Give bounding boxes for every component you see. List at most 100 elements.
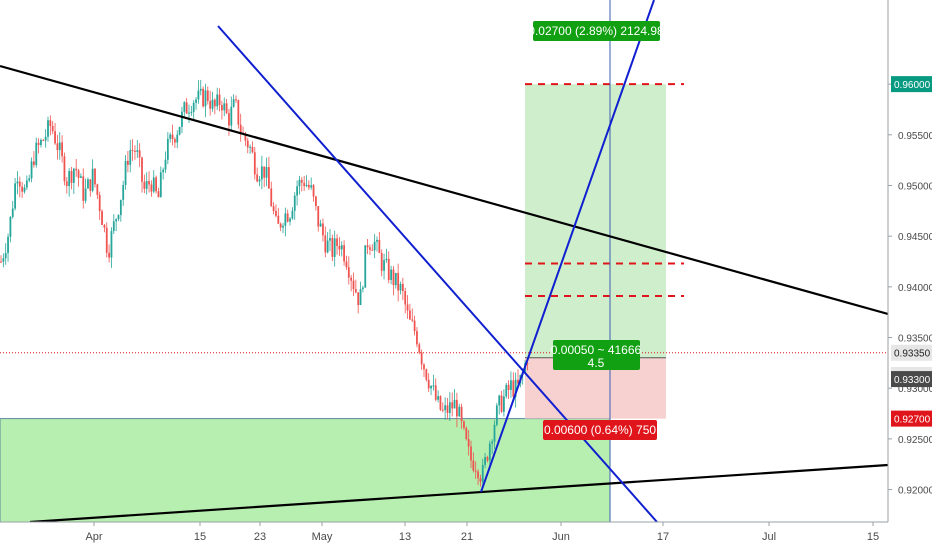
y-tick-label: 0.94500	[898, 232, 932, 243]
candle-body	[359, 289, 362, 306]
candle-body	[380, 253, 383, 271]
x-tick-label: Apr	[85, 531, 102, 543]
candle-body	[291, 210, 294, 219]
candle-body	[216, 94, 219, 107]
candle-body	[37, 142, 40, 146]
candle-body	[373, 241, 376, 251]
candle-body	[258, 179, 261, 182]
candle-body	[129, 150, 132, 165]
candle-body	[84, 188, 87, 201]
candle-body	[456, 399, 458, 417]
candle-body	[155, 177, 157, 192]
candle-body	[448, 402, 451, 413]
candle-body	[232, 99, 235, 107]
candle-body	[505, 384, 508, 397]
candle-body	[284, 213, 287, 226]
candle-body	[345, 261, 348, 268]
candle-body	[423, 364, 425, 370]
candle-body	[324, 235, 327, 253]
price-tag-label: 0.92700	[894, 415, 931, 426]
candle-body	[385, 258, 388, 261]
candle-body	[228, 113, 230, 126]
candle-body	[105, 227, 108, 253]
x-tick-label: 21	[461, 531, 473, 543]
x-tick-label: May	[312, 531, 333, 543]
candle-body	[25, 180, 28, 188]
candle-body	[343, 245, 345, 262]
candle-body	[202, 88, 204, 107]
candle-body	[493, 424, 496, 442]
candle-body	[23, 187, 26, 192]
target-dash-lines	[525, 83, 684, 297]
candle-body	[141, 157, 143, 182]
candle-body	[420, 352, 423, 365]
trendline-upper-black[interactable]	[0, 64, 888, 316]
candle-body	[486, 457, 489, 461]
candle-body	[439, 396, 442, 410]
candle-body	[427, 379, 430, 389]
candle-body	[514, 379, 517, 397]
candle-body	[453, 399, 456, 409]
candle-body	[425, 369, 428, 380]
candle-body	[390, 269, 392, 280]
candle-body	[338, 245, 341, 250]
candle-body	[503, 396, 505, 412]
candle-body	[392, 269, 395, 286]
candle-body	[204, 90, 207, 107]
candle-body	[159, 172, 162, 198]
x-tick-label: 17	[657, 531, 669, 543]
candle-body	[143, 181, 146, 189]
trendline-lower-black[interactable]	[29, 463, 888, 522]
candle-body	[371, 249, 374, 251]
candle-body	[286, 213, 289, 222]
y-tick-label: 0.93000	[898, 384, 932, 395]
candle-body	[91, 168, 94, 191]
candles	[0, 79, 529, 488]
candle-body	[190, 111, 193, 113]
svg-text:0.00600 (0.64%) 750: 0.00600 (0.64%) 750	[544, 423, 656, 437]
candle-body	[467, 439, 470, 447]
candle-body	[235, 99, 237, 101]
candle-body	[446, 405, 449, 413]
candle-body	[383, 260, 385, 271]
candle-body	[94, 168, 96, 185]
candle-body	[239, 124, 242, 133]
candle-body	[42, 139, 45, 141]
candle-body	[282, 225, 284, 228]
x-tick-label: Jul	[762, 531, 776, 543]
candle-body	[277, 215, 280, 224]
candle-body	[470, 446, 472, 461]
target-label: 0.02700 (2.89%) 2124.98	[528, 21, 664, 41]
candle-body	[479, 478, 482, 482]
candle-body	[174, 139, 176, 143]
y-tick-label: 0.94000	[898, 283, 932, 294]
x-axis-ticks[interactable]: Apr 15 23 May 13 21 Jun 17 Jul 15	[85, 522, 879, 543]
trendline-blue-up[interactable]	[480, 0, 655, 493]
candle-body	[9, 216, 12, 237]
candle-body	[171, 134, 174, 140]
candle-body	[256, 174, 259, 182]
candle-body	[465, 427, 468, 440]
candle-body	[188, 112, 190, 114]
candle-body	[366, 245, 369, 248]
candle-body	[322, 223, 324, 236]
candle-body	[310, 185, 313, 188]
candle-body	[16, 181, 19, 184]
candle-body	[430, 385, 432, 389]
candle-body	[357, 292, 360, 306]
candle-body	[477, 471, 479, 479]
candle-body	[263, 166, 266, 178]
candle-body	[329, 238, 331, 241]
candle-body	[75, 168, 78, 171]
candle-body	[183, 102, 186, 112]
candle-body	[512, 380, 515, 397]
y-axis-ticks[interactable]: 0.92000 0.92500 0.93000 0.93500 0.94000 0.945…	[888, 80, 932, 497]
candle-body	[122, 184, 125, 200]
candle-body	[289, 218, 291, 222]
candle-body	[362, 287, 364, 290]
candle-body	[211, 99, 214, 109]
candle-body	[500, 395, 503, 412]
